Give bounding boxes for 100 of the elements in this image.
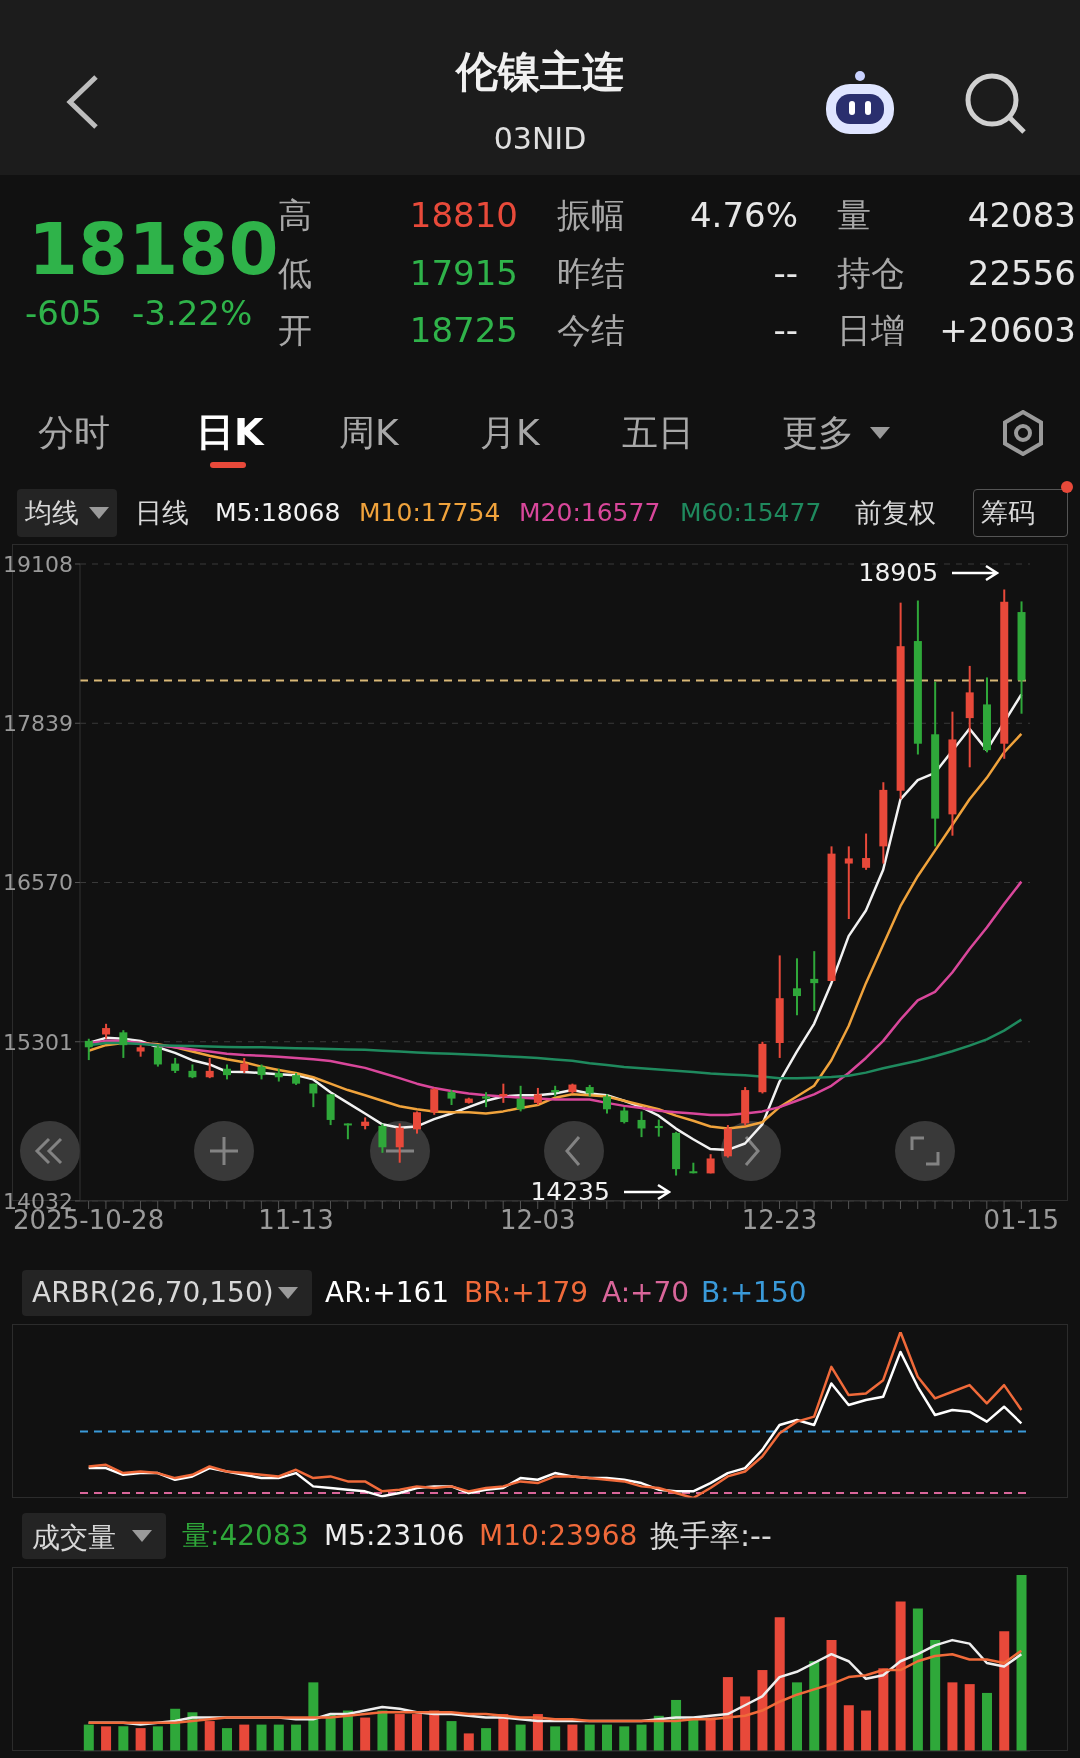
- candlestick: [395, 1122, 404, 1164]
- bar: [861, 1710, 872, 1751]
- bar: [930, 1640, 941, 1751]
- candlestick: [119, 1029, 128, 1059]
- bar: [757, 1670, 768, 1751]
- text: 日增: [837, 310, 905, 351]
- text: 4.76%: [689, 195, 798, 236]
- candlestick: [430, 1086, 439, 1116]
- text: 低: [278, 253, 312, 294]
- bar: [1016, 1575, 1027, 1751]
- bar: [394, 1714, 405, 1751]
- bar: [515, 1724, 526, 1751]
- x-tick-label: 12-23: [741, 1205, 818, 1236]
- bar: [135, 1728, 146, 1751]
- bar: [619, 1726, 630, 1751]
- bar: [912, 1608, 923, 1751]
- text: 17915: [409, 253, 518, 294]
- text: --: [773, 253, 798, 294]
- text: 日K: [196, 410, 264, 455]
- y-tick-label: 17839: [3, 711, 73, 737]
- chart-title: ARBR(26,70,150): [32, 1276, 274, 1309]
- bar: [826, 1640, 837, 1751]
- bar: [446, 1721, 457, 1751]
- candlestick: [516, 1084, 525, 1113]
- text: 高: [278, 195, 312, 236]
- bar: [204, 1721, 215, 1751]
- bar: [550, 1726, 561, 1751]
- x-tick-label: 01-15: [983, 1205, 1060, 1236]
- bar: [221, 1728, 232, 1751]
- text: -605: [25, 293, 103, 334]
- text: M5:18068: [215, 497, 341, 528]
- text: AR:+161: [325, 1275, 450, 1310]
- text: 昨结: [557, 253, 625, 294]
- text: 量: [837, 195, 871, 236]
- text: 开: [278, 310, 312, 351]
- candlestick: [637, 1110, 646, 1139]
- text: 更多: [782, 412, 854, 454]
- candlestick: [602, 1093, 611, 1115]
- text: 18180: [28, 206, 279, 291]
- text: 22556: [967, 253, 1076, 294]
- text: 今结: [557, 310, 625, 351]
- bar: [601, 1724, 612, 1751]
- y-tick-label: 15301: [3, 1029, 73, 1055]
- text: 月K: [480, 412, 540, 454]
- annotation: 14235: [530, 1176, 610, 1206]
- text: 五日: [622, 412, 694, 454]
- bar: [636, 1724, 647, 1751]
- text: 振幅: [557, 195, 625, 236]
- candlestick: [844, 845, 853, 921]
- text: 伦镍主连: [454, 46, 625, 98]
- bar: [878, 1668, 889, 1751]
- candlestick: [153, 1044, 162, 1068]
- text: M5:23106: [324, 1518, 465, 1553]
- bar: [256, 1724, 267, 1751]
- candlestick: [412, 1110, 421, 1135]
- text: 18810: [409, 195, 518, 236]
- candlestick: [810, 950, 819, 1012]
- text: 日线: [135, 497, 189, 529]
- ref-line-label: B:+150: [701, 1275, 807, 1310]
- bar: [895, 1601, 906, 1751]
- bar: [947, 1682, 958, 1751]
- candlestick: [84, 1037, 93, 1062]
- text: 均线: [25, 497, 79, 529]
- bar: [273, 1724, 284, 1751]
- text: M60:15477: [680, 497, 822, 528]
- x-tick-label: 11-13: [258, 1205, 334, 1236]
- bar: [584, 1724, 595, 1751]
- text: 量:42083: [182, 1518, 309, 1553]
- text: 换手率:--: [650, 1517, 772, 1554]
- text: 持仓: [837, 253, 905, 294]
- chart-title: 成交量: [32, 1520, 116, 1556]
- text: 42083: [967, 195, 1076, 236]
- text: 03NID: [492, 120, 588, 156]
- bar: [722, 1677, 733, 1751]
- text: --: [773, 310, 798, 351]
- candlestick: [862, 832, 871, 871]
- bar: [411, 1714, 422, 1751]
- text: +20603: [939, 310, 1076, 351]
- text: BR:+179: [464, 1275, 589, 1310]
- bar: [360, 1717, 371, 1751]
- candlestick: [205, 1056, 214, 1080]
- y-tick-label: 19108: [3, 551, 73, 577]
- bar: [101, 1726, 112, 1751]
- text: M10:23968: [479, 1518, 638, 1553]
- bar: [239, 1724, 250, 1751]
- text: 前复权: [855, 497, 936, 529]
- bar: [463, 1733, 474, 1751]
- candlestick: [378, 1122, 387, 1154]
- text: -3.22%: [132, 293, 253, 334]
- bar: [791, 1682, 802, 1751]
- candlestick: [792, 957, 801, 1017]
- y-tick-label: 16570: [3, 870, 73, 896]
- text: 周K: [339, 412, 399, 454]
- bar: [981, 1692, 992, 1751]
- text: 筹码: [981, 497, 1035, 529]
- bar: [83, 1724, 94, 1751]
- annotation: 18905: [858, 558, 939, 588]
- bar: [118, 1726, 129, 1751]
- bar: [740, 1696, 751, 1751]
- bar: [481, 1728, 492, 1751]
